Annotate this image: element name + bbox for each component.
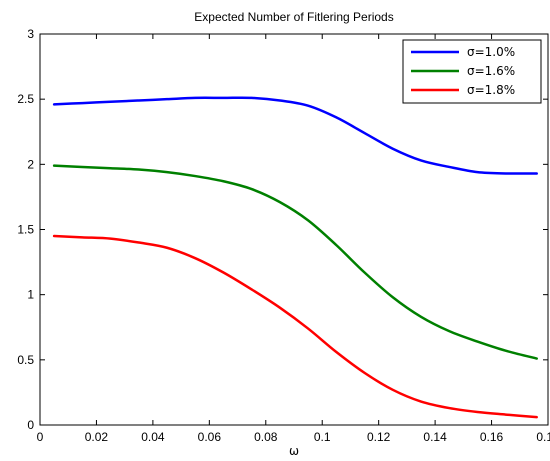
y-tick-label: 1 xyxy=(27,288,34,302)
legend-label-1: σ=1.0% xyxy=(467,45,515,59)
x-tick-label: 0.02 xyxy=(85,430,109,444)
y-axis: 0 0.5 1 1.5 2 2.5 3 xyxy=(17,27,548,432)
x-tick-label: 0.08 xyxy=(254,430,278,444)
x-axis-label: ω xyxy=(289,444,299,458)
x-tick-label: 0.06 xyxy=(198,430,222,444)
legend-label-2: σ=1.6% xyxy=(467,64,515,78)
y-tick-label: 1.5 xyxy=(17,223,34,237)
x-tick-label: 0.12 xyxy=(367,430,391,444)
x-tick-label: 0.1 xyxy=(314,430,331,444)
series-line-3 xyxy=(52,234,538,419)
chart-title: Expected Number of Fitlering Periods xyxy=(194,10,393,24)
series-line-1 xyxy=(52,96,538,175)
legend-label-3: σ=1.8% xyxy=(467,83,515,97)
y-tick-label: 2.5 xyxy=(17,92,34,106)
x-axis: 0 0.02 0.04 0.06 0.08 0.1 0.12 0.14 0.16 0.18 xyxy=(37,34,550,444)
y-tick-label: 2 xyxy=(27,157,34,171)
series-line-2 xyxy=(52,164,538,360)
x-tick-label: 0.16 xyxy=(480,430,504,444)
legend: σ=1.0% σ=1.6% σ=1.8% xyxy=(402,39,542,104)
y-tick-label: 0.5 xyxy=(17,353,34,367)
x-tick-label: 0.04 xyxy=(141,430,165,444)
x-tick-label: 0.14 xyxy=(423,430,447,444)
x-tick-label: 0 xyxy=(37,430,44,444)
plot-area xyxy=(52,96,538,419)
y-tick-label: 0 xyxy=(27,418,34,432)
y-tick-label: 3 xyxy=(27,27,34,41)
x-tick-label: 0.18 xyxy=(536,430,550,444)
